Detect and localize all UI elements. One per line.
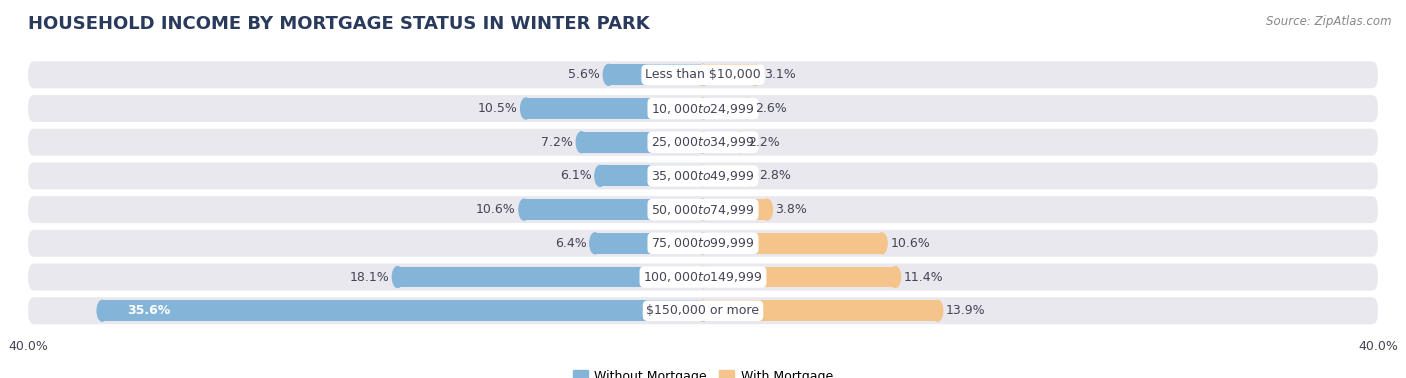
FancyBboxPatch shape [28,196,1378,223]
Text: $10,000 to $24,999: $10,000 to $24,999 [651,102,755,116]
Text: $100,000 to $149,999: $100,000 to $149,999 [644,270,762,284]
FancyBboxPatch shape [28,163,1378,189]
Circle shape [576,132,586,153]
Text: 10.5%: 10.5% [478,102,517,115]
Bar [582,132,703,153]
Bar [103,300,703,321]
Circle shape [603,64,614,85]
Text: 3.8%: 3.8% [776,203,807,216]
FancyBboxPatch shape [28,61,1378,88]
Text: HOUSEHOLD INCOME BY MORTGAGE STATUS IN WINTER PARK: HOUSEHOLD INCOME BY MORTGAGE STATUS IN W… [28,15,650,33]
Bar [609,64,703,85]
Bar [595,233,703,254]
Text: 6.4%: 6.4% [555,237,586,250]
Circle shape [745,166,755,186]
FancyBboxPatch shape [28,230,1378,257]
Circle shape [697,199,709,220]
FancyBboxPatch shape [28,263,1378,291]
Circle shape [697,166,709,186]
Bar [703,166,751,186]
Text: 2.2%: 2.2% [748,136,780,149]
Bar [703,199,768,220]
Circle shape [735,132,745,153]
Text: 7.2%: 7.2% [541,136,574,149]
Text: $25,000 to $34,999: $25,000 to $34,999 [651,135,755,149]
Circle shape [697,98,709,119]
Circle shape [697,199,709,220]
Bar [703,98,747,119]
Circle shape [97,300,108,321]
FancyBboxPatch shape [28,95,1378,122]
Circle shape [589,233,600,254]
Text: 35.6%: 35.6% [128,304,172,317]
Text: 10.6%: 10.6% [477,203,516,216]
Bar [703,300,938,321]
Text: $50,000 to $74,999: $50,000 to $74,999 [651,203,755,217]
Circle shape [520,98,531,119]
Bar [703,132,740,153]
Circle shape [697,64,709,85]
Text: 5.6%: 5.6% [568,68,600,81]
Bar [703,266,896,288]
Circle shape [697,132,709,153]
Circle shape [932,300,943,321]
Text: 18.1%: 18.1% [350,271,389,284]
Bar [526,98,703,119]
Text: $35,000 to $49,999: $35,000 to $49,999 [651,169,755,183]
Circle shape [890,266,901,288]
Text: Source: ZipAtlas.com: Source: ZipAtlas.com [1267,15,1392,28]
Circle shape [697,266,709,288]
Text: 6.1%: 6.1% [560,169,592,183]
Text: 3.1%: 3.1% [763,68,796,81]
Circle shape [741,98,752,119]
Circle shape [749,64,761,85]
Circle shape [762,199,772,220]
Circle shape [392,266,404,288]
Circle shape [697,166,709,186]
Circle shape [876,233,887,254]
Legend: Without Mortgage, With Mortgage: Without Mortgage, With Mortgage [568,365,838,378]
Bar [703,233,882,254]
Text: 2.8%: 2.8% [759,169,790,183]
Circle shape [697,266,709,288]
Circle shape [697,98,709,119]
Text: 13.9%: 13.9% [946,304,986,317]
Bar [703,64,755,85]
Circle shape [697,64,709,85]
Text: 11.4%: 11.4% [904,271,943,284]
FancyBboxPatch shape [28,297,1378,324]
Circle shape [519,199,530,220]
Text: $150,000 or more: $150,000 or more [647,304,759,317]
FancyBboxPatch shape [28,129,1378,156]
Circle shape [697,300,709,321]
Circle shape [697,233,709,254]
Circle shape [697,233,709,254]
Text: 10.6%: 10.6% [890,237,929,250]
Bar [600,166,703,186]
Bar [398,266,703,288]
Circle shape [595,166,606,186]
Text: Less than $10,000: Less than $10,000 [645,68,761,81]
Circle shape [697,300,709,321]
Circle shape [697,132,709,153]
Text: $75,000 to $99,999: $75,000 to $99,999 [651,236,755,250]
Bar [524,199,703,220]
Text: 2.6%: 2.6% [755,102,787,115]
